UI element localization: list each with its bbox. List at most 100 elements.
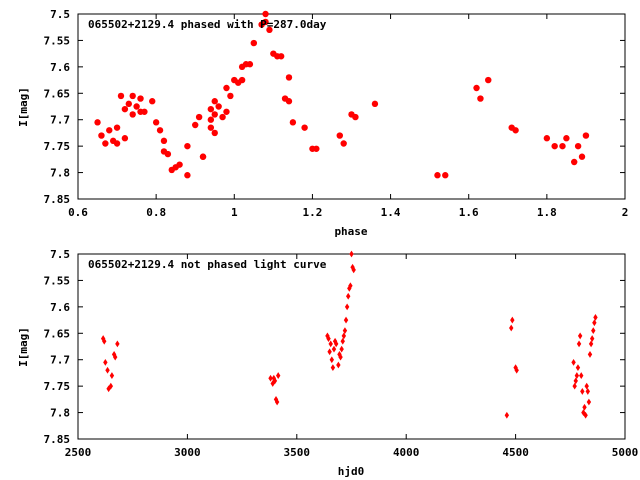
data-point (199, 153, 207, 160)
phased-light-curve-plot: 7.5 7.55 7.6 7.65 7.7 7.75 7.8 7.85 0.6 0.8 1 1.2 1… (17, 8, 628, 238)
data-point (184, 142, 191, 150)
data-point (341, 332, 347, 340)
x-tick-label: 1.4 (381, 206, 401, 219)
data-point (285, 98, 293, 105)
y-tick-label: 7.65 (44, 87, 71, 100)
data-point (571, 158, 578, 166)
data-point (164, 150, 172, 158)
data-point (330, 364, 336, 372)
data-point (313, 145, 320, 152)
data-point (513, 364, 518, 372)
y-tick-label: 7.75 (44, 140, 71, 153)
data-point (477, 95, 484, 102)
y-tick-label: 7.55 (44, 274, 71, 287)
data-point (141, 108, 148, 115)
data-point (195, 113, 203, 121)
data-point (121, 135, 129, 142)
data-point (592, 319, 597, 327)
data-point (350, 263, 355, 271)
data-point (102, 140, 109, 147)
data-point (223, 108, 230, 115)
data-point (573, 377, 578, 385)
y-tick-label: 7.75 (44, 380, 71, 393)
data-point (115, 340, 120, 348)
x-tick-label: 4000 (393, 446, 420, 459)
data-point (266, 26, 273, 34)
data-point (329, 356, 335, 364)
y-tick-label: 7.85 (44, 193, 71, 206)
data-point (336, 132, 343, 139)
data-point (585, 388, 591, 395)
x-tick-label: 2 (622, 206, 629, 219)
y-tick-group: 7.5 7.55 7.6 7.65 7.7 7.75 7.8 7.85 (44, 248, 625, 446)
data-point (271, 374, 277, 382)
data-point (215, 103, 222, 110)
data-point (333, 340, 339, 348)
y-tick-label: 7.6 (50, 61, 70, 74)
data-point (331, 345, 337, 353)
data-point (336, 361, 341, 369)
data-point (184, 172, 191, 179)
y-axis-label: I[mag] (17, 87, 30, 127)
data-point (340, 337, 345, 345)
data-point (332, 337, 338, 345)
data-point (211, 98, 218, 105)
data-point (152, 119, 160, 126)
data-point (576, 340, 582, 348)
data-point (346, 292, 351, 300)
data-point (342, 327, 348, 335)
data-point (578, 153, 586, 160)
data-point (268, 374, 273, 382)
data-point (262, 10, 269, 18)
data-point (442, 172, 449, 179)
x-tick-label: 1.2 (302, 206, 322, 219)
data-point (106, 385, 111, 393)
data-point (344, 303, 350, 311)
x-tick-label: 5000 (612, 446, 639, 459)
data-point (274, 398, 280, 406)
data-point (137, 95, 144, 102)
data-point (577, 332, 583, 340)
x-tick-label: 0.8 (146, 206, 166, 219)
data-point (512, 127, 519, 134)
data-point (587, 351, 593, 358)
plot-frame (77, 13, 626, 200)
data-point (129, 111, 136, 118)
data-point (582, 132, 590, 139)
data-point (289, 119, 297, 126)
x-axis-label: hjd0 (338, 465, 365, 478)
data-point (593, 314, 598, 321)
data-point (219, 113, 226, 121)
data-point (94, 119, 101, 126)
data-point (326, 335, 331, 342)
y-tick-label: 7.5 (50, 8, 70, 21)
x-tick-label: 3000 (174, 446, 201, 459)
x-tick-label: 4500 (502, 446, 529, 459)
data-point (588, 340, 594, 348)
data-point (207, 124, 215, 131)
data-point (227, 92, 234, 100)
data-point (327, 348, 332, 356)
x-tick-label: 0.6 (68, 206, 88, 219)
data-point (348, 282, 353, 290)
data-point (160, 137, 168, 145)
data-point (473, 84, 480, 92)
data-point (338, 353, 343, 361)
data-point (434, 172, 441, 179)
y-tick-group: 7.5 7.55 7.6 7.65 7.7 7.75 7.8 7.85 (44, 8, 625, 206)
data-point (277, 53, 285, 60)
data-point (504, 411, 510, 419)
data-point (125, 100, 132, 108)
data-point (343, 316, 349, 324)
y-tick-label: 7.65 (44, 327, 71, 340)
data-point (510, 316, 515, 324)
data-point (583, 411, 588, 419)
data-point (276, 372, 281, 379)
x-axis-label: phase (334, 225, 367, 238)
chart-title: 065502+2129.4 phased with P=287.0day (88, 18, 327, 31)
y-tick-label: 7.7 (50, 354, 70, 367)
data-point (574, 372, 580, 379)
data-point (581, 409, 586, 416)
y-tick-label: 7.7 (50, 114, 70, 127)
y-tick-label: 7.5 (50, 248, 70, 261)
